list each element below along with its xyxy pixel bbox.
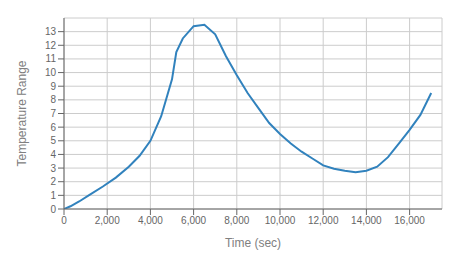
svg-text:0: 0 bbox=[61, 215, 67, 226]
svg-text:12,000: 12,000 bbox=[308, 215, 339, 226]
svg-text:3: 3 bbox=[50, 163, 56, 174]
svg-text:2: 2 bbox=[50, 176, 56, 187]
svg-text:8: 8 bbox=[50, 94, 56, 105]
svg-text:Time (sec): Time (sec) bbox=[225, 236, 281, 250]
svg-text:10: 10 bbox=[45, 67, 57, 78]
svg-text:4: 4 bbox=[50, 149, 56, 160]
svg-text:11: 11 bbox=[46, 53, 57, 64]
svg-text:6: 6 bbox=[50, 122, 56, 133]
svg-text:6,000: 6,000 bbox=[181, 215, 206, 226]
svg-text:2,000: 2,000 bbox=[95, 215, 120, 226]
svg-text:10,000: 10,000 bbox=[265, 215, 296, 226]
svg-text:5: 5 bbox=[50, 135, 56, 146]
svg-text:14,000: 14,000 bbox=[351, 215, 382, 226]
svg-text:16,000: 16,000 bbox=[394, 215, 425, 226]
svg-text:0: 0 bbox=[50, 204, 56, 215]
svg-text:7: 7 bbox=[50, 108, 56, 119]
svg-text:1: 1 bbox=[50, 190, 56, 201]
svg-text:9: 9 bbox=[50, 81, 56, 92]
svg-text:Temperature Range: Temperature Range bbox=[15, 60, 29, 166]
svg-text:13: 13 bbox=[45, 26, 57, 37]
svg-text:12: 12 bbox=[45, 40, 57, 51]
svg-text:4,000: 4,000 bbox=[138, 215, 163, 226]
svg-text:8,000: 8,000 bbox=[224, 215, 249, 226]
